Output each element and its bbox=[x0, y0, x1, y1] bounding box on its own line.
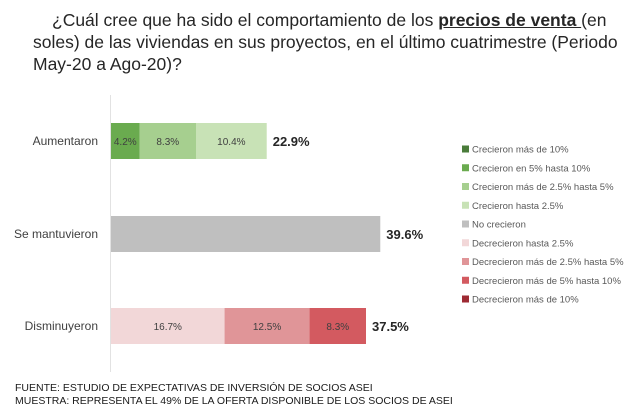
legend: Crecieron más de 10% Crecieron en 5% hast… bbox=[462, 145, 624, 306]
legend-swatch bbox=[462, 164, 469, 172]
footer-source: FUENTE: ESTUDIO DE EXPECTATIVAS DE INVER… bbox=[15, 382, 373, 394]
legend-swatch bbox=[462, 239, 469, 247]
title-part1: ¿Cuál cree que ha sido el comportamiento… bbox=[52, 10, 439, 30]
footer-sample: MUESTRA: REPRESENTA EL 49% DE LA OFERTA … bbox=[15, 395, 453, 407]
segment-data-label: 10.4% bbox=[217, 137, 245, 148]
segment-data-label: 8.3% bbox=[326, 322, 349, 333]
legend-swatch bbox=[462, 201, 469, 209]
bar-segment bbox=[111, 308, 225, 344]
segment-data-label: 12.5% bbox=[253, 322, 281, 333]
total-labels: 22.9% 39.6% 37.5% bbox=[273, 134, 424, 334]
segment-data-label: 16.7% bbox=[154, 322, 182, 333]
legend-label: No crecieron bbox=[472, 220, 526, 231]
total-label: 37.5% bbox=[372, 319, 409, 334]
legend-swatch bbox=[462, 220, 469, 228]
category-labels: Aumentaron Se mantuvieron Disminuyeron bbox=[14, 134, 98, 333]
legend-swatch bbox=[462, 295, 469, 303]
title-emphasis: precios de venta bbox=[438, 10, 582, 30]
category-label: Aumentaron bbox=[33, 134, 98, 148]
legend-swatch bbox=[462, 183, 469, 190]
legend-label: Crecieron más de 10% bbox=[472, 145, 569, 156]
category-label: Se mantuvieron bbox=[14, 227, 98, 241]
legend-label: Crecieron más de 2.5% hasta 5% bbox=[472, 182, 614, 193]
legend-label: Decrecieron más de 10% bbox=[472, 295, 579, 306]
segment-data-label: 4.2% bbox=[114, 137, 137, 148]
bar-segment bbox=[111, 216, 381, 252]
legend-swatch bbox=[462, 145, 469, 153]
segment-data-label: 8.3% bbox=[156, 137, 179, 148]
legend-label: Decrecieron más de 5% hasta 10% bbox=[472, 276, 621, 287]
legend-label: Crecieron hasta 2.5% bbox=[472, 201, 564, 212]
bar-segment bbox=[196, 123, 267, 159]
total-label: 39.6% bbox=[386, 227, 423, 242]
footer: FUENTE: ESTUDIO DE EXPECTATIVAS DE INVER… bbox=[15, 382, 453, 408]
legend-label: Crecieron en 5% hasta 10% bbox=[472, 163, 591, 174]
category-label: Disminuyeron bbox=[25, 319, 98, 333]
bar-segment bbox=[139, 123, 196, 159]
bar-segment bbox=[224, 308, 310, 344]
bars-group: 4.2% 8.3% 10.4% 16.7% 12.5% 8.3% bbox=[111, 123, 381, 344]
bar-segment bbox=[309, 308, 366, 344]
legend-label: Decrecieron más de 2.5% hasta 5% bbox=[472, 257, 624, 268]
title-part2: (en soles) de las viviendas en sus proye… bbox=[33, 10, 618, 74]
chart-title: ¿Cuál cree que ha sido el comportamiento… bbox=[33, 9, 633, 75]
legend-swatch bbox=[462, 276, 469, 284]
legend-swatch bbox=[462, 258, 469, 265]
total-label: 22.9% bbox=[273, 134, 310, 149]
legend-label: Decrecieron hasta 2.5% bbox=[472, 238, 574, 249]
bar-segment bbox=[111, 123, 140, 159]
